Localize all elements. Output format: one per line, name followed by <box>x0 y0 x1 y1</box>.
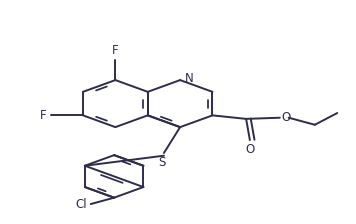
Text: N: N <box>185 72 194 86</box>
Text: O: O <box>282 110 291 124</box>
Text: S: S <box>158 156 166 169</box>
Text: F: F <box>40 109 47 122</box>
Text: O: O <box>245 143 255 156</box>
Text: Cl: Cl <box>75 198 87 211</box>
Text: F: F <box>112 44 119 57</box>
